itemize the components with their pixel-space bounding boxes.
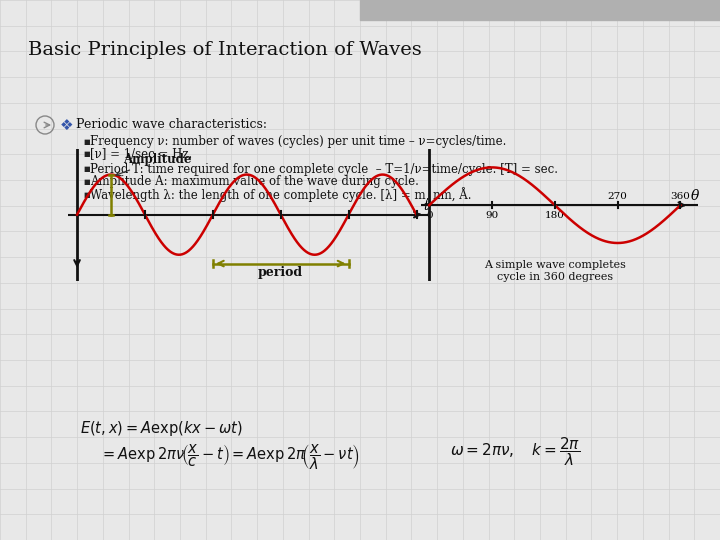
Text: Amplitude: Amplitude — [116, 153, 192, 176]
Text: ■: ■ — [83, 151, 89, 157]
Text: Amplitude A: maximum value of the wave during cycle.: Amplitude A: maximum value of the wave d… — [90, 176, 419, 188]
Text: $= A\exp 2\pi\nu\!\left(\dfrac{x}{c} - t\right) = A\exp 2\pi\!\left(\dfrac{x}{\l: $= A\exp 2\pi\nu\!\left(\dfrac{x}{c} - t… — [100, 442, 360, 472]
Text: Basic Principles of Interaction of Waves: Basic Principles of Interaction of Waves — [28, 41, 422, 59]
Text: 360: 360 — [670, 192, 690, 201]
Text: Period T: time required for one complete cycle  – T=1/ν=time/cycle. [T] = sec.: Period T: time required for one complete… — [90, 163, 558, 176]
Text: 0: 0 — [426, 211, 433, 220]
Text: t: t — [423, 200, 428, 213]
Text: Periodic wave characteristics:: Periodic wave characteristics: — [76, 118, 267, 132]
Text: 270: 270 — [608, 192, 628, 201]
Text: ■: ■ — [83, 139, 89, 145]
Text: Frequency ν: number of waves (cycles) per unit time – ν=cycles/time.: Frequency ν: number of waves (cycles) pe… — [90, 136, 506, 148]
Text: [ν] = 1/sec = Hz.: [ν] = 1/sec = Hz. — [90, 147, 192, 160]
Text: ■: ■ — [83, 179, 89, 185]
Text: period: period — [258, 266, 303, 279]
Text: $\omega = 2\pi\nu, \quad k = \dfrac{2\pi}{\lambda}$: $\omega = 2\pi\nu, \quad k = \dfrac{2\pi… — [450, 436, 580, 468]
Text: ■: ■ — [83, 166, 89, 172]
Text: $E(t,x) = A\exp(kx - \omega t)$: $E(t,x) = A\exp(kx - \omega t)$ — [80, 418, 243, 437]
Text: Wavelength λ: the length of one complete cycle. [λ] = m, nm, Å.: Wavelength λ: the length of one complete… — [90, 187, 472, 202]
Text: ❖: ❖ — [60, 118, 73, 132]
Text: ■: ■ — [83, 192, 89, 198]
Text: θ: θ — [691, 190, 700, 203]
Text: 90: 90 — [485, 211, 499, 220]
Text: A simple wave completes
cycle in 360 degrees: A simple wave completes cycle in 360 deg… — [484, 260, 626, 282]
Text: 180: 180 — [545, 211, 564, 220]
